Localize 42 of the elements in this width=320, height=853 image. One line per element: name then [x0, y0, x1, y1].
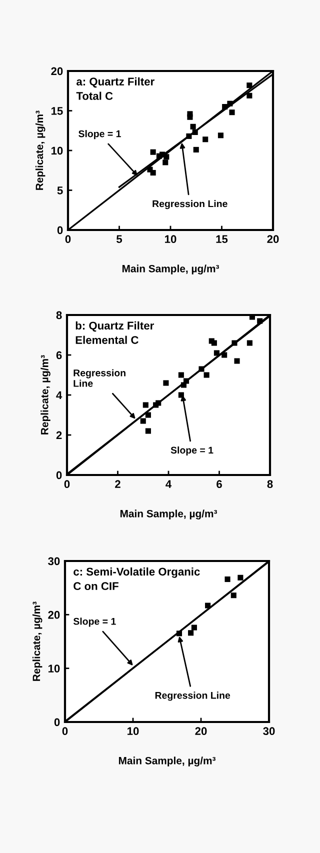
y-tick-label: 0 — [57, 226, 63, 234]
x-tick-label: 6 — [216, 480, 222, 488]
x-tick-label: 20 — [195, 727, 207, 736]
y-tick-label: 6 — [56, 351, 62, 360]
y-tick-label: 20 — [48, 610, 60, 619]
text: c: Semi-Volatile Organic C on CIF — [74, 567, 200, 590]
y-tick-label: 2 — [56, 431, 62, 440]
annotation: Regression Line — [74, 369, 126, 387]
y-tick-label: 8 — [56, 311, 62, 320]
x-tick-label: 0 — [64, 480, 70, 488]
text: b: Quartz Filter Elemental C — [76, 321, 154, 344]
annotation: Slope = 1 — [170, 446, 214, 456]
annotation: Slope = 1 — [78, 130, 121, 140]
text: a: Quartz Filter Total C — [76, 77, 154, 100]
y-tick-label: 0 — [54, 718, 60, 726]
x-tick-label: 10 — [165, 235, 176, 244]
x-tick-label: 8 — [267, 480, 273, 488]
x-axis-title: Main Sample, µg/m³ — [120, 510, 218, 520]
annotation: Regression Line — [152, 200, 228, 210]
annotation: Regression Line — [155, 692, 230, 701]
y-axis-title: Replicate, µg/m³ — [32, 602, 42, 681]
x-tick-label: 10 — [128, 727, 139, 736]
y-axis-title: Replicate, µg/m³ — [35, 110, 46, 190]
x-tick-label: 20 — [267, 235, 279, 244]
x-tick-label: 5 — [116, 235, 122, 244]
x-tick-label: 2 — [115, 480, 120, 488]
x-tick-label: 15 — [216, 235, 228, 244]
x-tick-label: 0 — [65, 235, 71, 244]
y-tick-label: 15 — [51, 107, 63, 115]
x-tick-label: 4 — [166, 480, 172, 488]
y-tick-label: 10 — [48, 664, 60, 672]
y-tick-label: 30 — [48, 557, 60, 566]
x-axis-title: Main Sample, µg/m³ — [122, 264, 220, 274]
x-tick-label: 30 — [263, 727, 275, 736]
x-axis-title: Main Sample, µg/m³ — [118, 756, 216, 766]
y-tick-label: 10 — [51, 146, 63, 155]
y-tick-label: 4 — [56, 391, 62, 400]
y-tick-label: 5 — [57, 186, 63, 194]
y-tick-label: 0 — [56, 471, 62, 480]
y-tick-label: 20 — [51, 67, 63, 76]
annotation: Slope = 1 — [73, 618, 116, 627]
y-axis-title: Replicate, µg/m³ — [40, 355, 50, 434]
